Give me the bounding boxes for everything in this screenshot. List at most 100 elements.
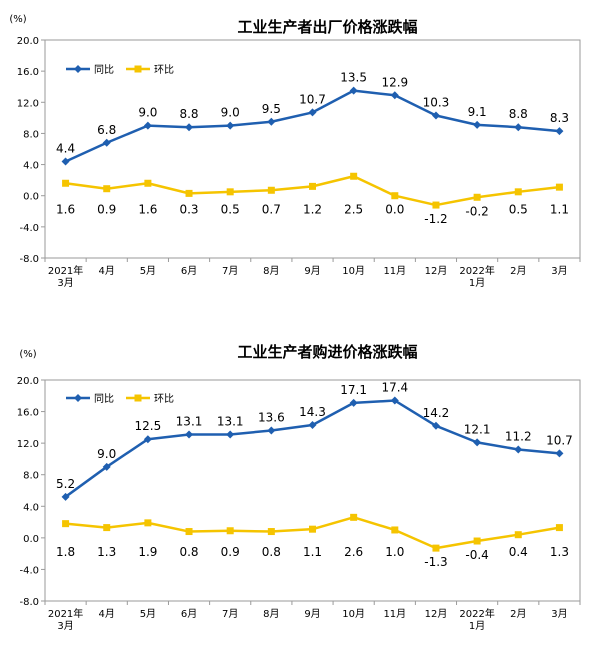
chart2-plot-frame: [44, 379, 581, 602]
chart1-x-tick-label-line: 5月: [140, 265, 156, 277]
chart2-x-tick-label: 4月: [99, 608, 115, 620]
chart1-point-mom: [432, 201, 440, 209]
chart1-x-tick-label-line: 2022年: [459, 264, 494, 277]
chart2-data-label: 5.2: [56, 477, 75, 491]
chart2-x-tick-label: 8月: [263, 608, 279, 620]
chart2-point-yoy: [143, 435, 152, 444]
chart2-data-label: 13.1: [217, 414, 244, 428]
chart2-y-tick-label: -8.0: [19, 597, 39, 608]
chart2-legend-marker-yoy: [74, 394, 82, 402]
chart2-point-yoy: [349, 398, 358, 407]
chart1-unit-label: (%): [9, 14, 26, 25]
chart-ppi-purchase-svg: 工业生产者购进价格涨跌幅 (%) 20.0 16.0 12.0 8.0 4.0 0.0 -4.0…: [17, 343, 581, 632]
chart2-point-yoy: [473, 438, 482, 447]
chart1-x-tick-label-line: 1月: [469, 277, 485, 289]
chart1-point-yoy: [473, 120, 482, 129]
chart2-x-tick-label: 12月: [425, 608, 448, 620]
chart1-x-tick-label-line: 12月: [425, 265, 448, 277]
chart1-point-yoy: [308, 108, 317, 117]
chart1-point-mom: [514, 188, 522, 196]
chart1-y-tick-label: -4.0: [19, 223, 39, 234]
chart1-series-line-mom: [65, 175, 560, 207]
chart1-point-yoy: [102, 138, 111, 147]
chart2-y-tick-label: 20.0: [17, 376, 39, 387]
chart1-x-tick-label: 2月: [510, 265, 526, 277]
chart2-x-tick-label-line: 5月: [140, 608, 156, 620]
chart1-point-mom: [473, 193, 481, 201]
chart1-point-mom: [62, 179, 70, 187]
chart1-data-label: 1.2: [303, 203, 322, 217]
chart1-data-label: 9.0: [221, 106, 240, 120]
chart1-data-label: 0.5: [221, 203, 240, 217]
chart2-data-label: 0.9: [221, 545, 240, 559]
chart2-point-mom: [555, 524, 563, 532]
chart1-point-mom: [103, 185, 111, 193]
chart1-data-label: 0.3: [179, 203, 198, 217]
chart1-y-tick-label: -8.0: [19, 254, 39, 265]
chart2-point-mom: [350, 513, 358, 521]
chart1-data-label: 9.5: [262, 102, 281, 116]
chart1-point-yoy: [555, 127, 564, 136]
chart2-data-label: 0.8: [179, 545, 198, 559]
chart1-data-label: 12.9: [381, 75, 408, 89]
chart1-x-tick-label: 5月: [140, 265, 156, 277]
chart1-x-tick-label-line: 4月: [99, 265, 115, 277]
chart1-y-tick-label: 16.0: [17, 67, 39, 78]
chart1-data-label: -1.2: [424, 212, 447, 226]
chart1-x-tick-label: 10月: [342, 265, 365, 277]
chart1-data-label: 0.7: [262, 203, 281, 217]
chart1-data-label: 1.6: [138, 203, 157, 217]
chart2-x-tick-label: 2022年 1月: [459, 607, 494, 632]
chart1-point-yoy: [514, 123, 523, 132]
chart1-y-tick-label: 8.0: [23, 129, 39, 140]
chart2-x-tick-label-line: 10月: [342, 608, 365, 620]
chart1-x-tick-label: 2022年 1月: [459, 264, 494, 289]
chart1-x-tick-label-line: 8月: [263, 265, 279, 277]
chart2-x-tick-label-line: 12月: [425, 608, 448, 620]
chart2-x-tick-label-line: 2021年: [48, 607, 83, 620]
chart2-data-label: 17.4: [381, 381, 408, 395]
chart1-data-label: -0.2: [465, 204, 488, 218]
chart1-point-mom: [350, 172, 358, 180]
chart1-point-mom: [555, 183, 563, 191]
chart1-legend-label: 同比: [94, 64, 114, 76]
chart2-point-mom: [473, 537, 481, 545]
chart2-data-label: 13.1: [176, 414, 203, 428]
chart1-x-tick-label-line: 10月: [342, 265, 365, 277]
chart2-x-tick-label: 9月: [304, 608, 320, 620]
chart1-legend-label: 环比: [154, 64, 174, 76]
chart2-data-label: 1.9: [138, 545, 157, 559]
chart2-data-label: 13.6: [258, 411, 285, 425]
chart1-data-label: 10.7: [299, 92, 326, 106]
chart2-point-yoy: [185, 430, 194, 439]
chart2-data-label: 9.0: [97, 447, 116, 461]
chart2-data-label: 11.2: [505, 429, 532, 443]
chart2-point-mom: [267, 528, 275, 536]
chart2-point-mom: [391, 526, 399, 534]
chart2-x-tick-label-line: 4月: [99, 608, 115, 620]
chart1-y-tick-label: 20.0: [17, 36, 39, 47]
chart1-data-label: 2.5: [344, 203, 363, 217]
chart1-data-label: 9.1: [468, 105, 487, 119]
chart1-point-yoy: [390, 91, 399, 100]
chart2-data-label: 1.1: [303, 545, 322, 559]
chart1-y-tick-label: 4.0: [23, 161, 39, 172]
chart1-point-yoy: [143, 121, 152, 130]
chart1-point-mom: [185, 189, 193, 197]
chart2-point-yoy: [102, 462, 111, 471]
chart2-data-label: 2.6: [344, 545, 363, 559]
chart1-x-tick-label: 6月: [181, 265, 197, 277]
chart2-x-tick-label-line: 1月: [469, 620, 485, 632]
chart2-point-yoy: [226, 430, 235, 439]
chart2-data-label: -0.4: [465, 548, 488, 562]
chart1-data-label: 1.6: [56, 203, 75, 217]
chart1-point-mom: [226, 188, 234, 196]
chart2-data-label: -1.3: [424, 555, 447, 569]
chart2-data-label: 1.3: [97, 545, 116, 559]
chart2-data-label: 14.3: [299, 405, 326, 419]
chart2-point-mom: [62, 520, 70, 528]
chart2-x-tick-label: 5月: [140, 608, 156, 620]
chart1-point-mom: [267, 186, 275, 194]
chart2-x-tick-label: 2月: [510, 608, 526, 620]
chart1-x-tick-label-line: 6月: [181, 265, 197, 277]
